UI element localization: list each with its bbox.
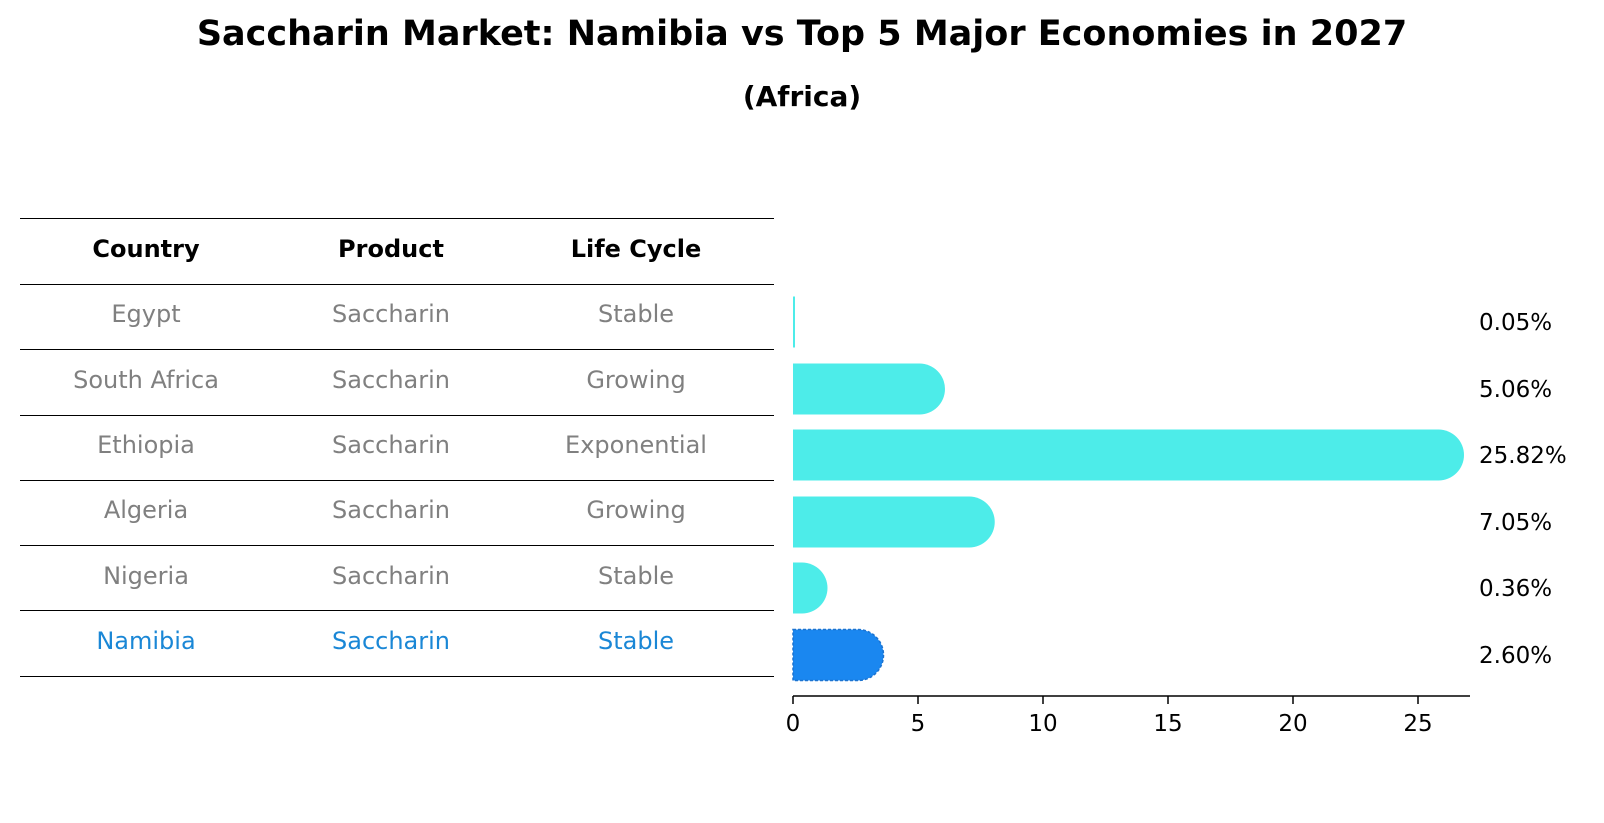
row-rule: [20, 610, 774, 611]
row-rule: [20, 415, 774, 416]
product-cell: Saccharin: [332, 300, 450, 328]
x-tick-label: 5: [911, 711, 926, 737]
life-cycle-cell: Exponential: [565, 431, 707, 459]
product-cell: Saccharin: [332, 366, 450, 394]
bar: [793, 496, 995, 548]
bar: [793, 429, 1464, 481]
x-tick-label: 15: [1153, 711, 1182, 737]
bar-highlight: [792, 628, 885, 682]
bar-value-label: 7.05%: [1479, 510, 1552, 536]
chart-subtitle: (Africa): [742, 80, 862, 113]
bar: [793, 296, 795, 348]
product-cell: Saccharin: [332, 496, 450, 524]
bar-value-label: 2.60%: [1479, 643, 1552, 669]
country-cell: Nigeria: [103, 562, 189, 590]
x-tick-label: 0: [786, 711, 801, 737]
bar-value-label: 5.06%: [1479, 377, 1552, 403]
life-cycle-cell: Stable: [597, 300, 675, 328]
header-country: Country: [92, 235, 200, 263]
country-cell: South Africa: [73, 366, 219, 394]
country-cell: Egypt: [111, 300, 181, 328]
life-cycle-cell: Stable: [597, 627, 675, 655]
bar-value-label: 0.05%: [1479, 310, 1552, 336]
header-rule: [20, 284, 774, 285]
x-tick-label: 20: [1278, 711, 1307, 737]
product-cell: Saccharin: [332, 627, 450, 655]
x-tick-label: 25: [1403, 711, 1432, 737]
bar-value-label: 25.82%: [1479, 443, 1567, 469]
row-rule: [20, 545, 774, 546]
x-tick-label: 10: [1028, 711, 1057, 737]
country-cell: Ethiopia: [97, 431, 195, 459]
bar-value-label: 0.36%: [1479, 576, 1552, 602]
life-cycle-cell: Growing: [586, 366, 686, 394]
row-rule: [20, 349, 774, 350]
life-cycle-cell: Stable: [597, 562, 675, 590]
table-top-rule: [20, 218, 774, 219]
country-cell: Algeria: [103, 496, 189, 524]
product-cell: Saccharin: [332, 562, 450, 590]
header-life-cycle: Life Cycle: [570, 235, 702, 263]
bar: [793, 363, 945, 415]
header-product: Product: [338, 235, 444, 263]
table-bottom-rule: [20, 676, 774, 677]
country-cell: Namibia: [96, 627, 196, 655]
chart-title: Saccharin Market: Namibia vs Top 5 Major…: [196, 14, 1408, 54]
bar: [793, 562, 828, 614]
row-rule: [20, 480, 774, 481]
life-cycle-cell: Growing: [586, 496, 686, 524]
product-cell: Saccharin: [332, 431, 450, 459]
